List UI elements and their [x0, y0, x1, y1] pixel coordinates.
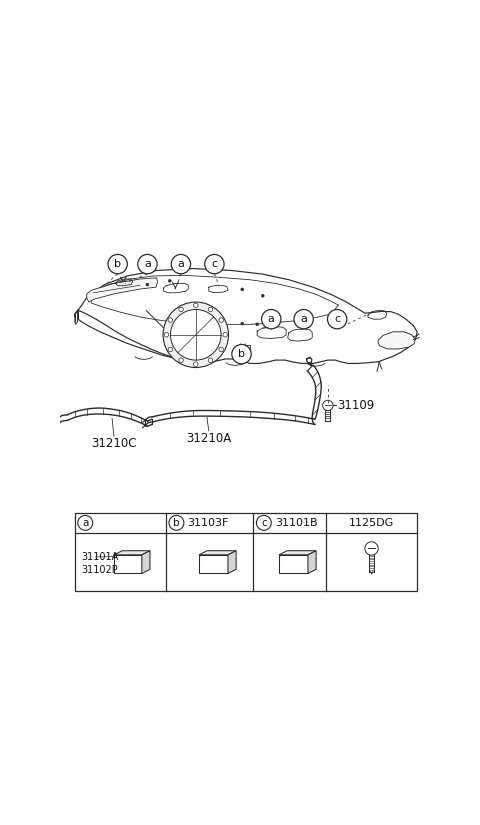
Polygon shape [142, 551, 150, 573]
Text: 31210A: 31210A [186, 431, 231, 445]
Circle shape [241, 288, 244, 291]
Text: 31103F: 31103F [188, 518, 229, 528]
Text: 31210C: 31210C [91, 437, 137, 450]
Text: 31101A
31102P: 31101A 31102P [82, 553, 119, 575]
Circle shape [294, 309, 313, 329]
Circle shape [323, 400, 333, 411]
Polygon shape [308, 551, 316, 573]
Text: a: a [82, 518, 88, 528]
Polygon shape [75, 313, 78, 324]
Text: c: c [261, 518, 267, 528]
Circle shape [262, 309, 281, 329]
Polygon shape [279, 555, 308, 573]
Circle shape [219, 318, 224, 323]
Text: a: a [300, 314, 307, 324]
Circle shape [168, 347, 173, 351]
Polygon shape [114, 551, 150, 555]
Circle shape [208, 358, 213, 362]
Circle shape [307, 358, 312, 363]
Circle shape [108, 254, 127, 274]
Circle shape [138, 254, 157, 274]
Polygon shape [75, 269, 417, 364]
Circle shape [146, 283, 149, 286]
Text: b: b [114, 259, 121, 269]
Polygon shape [114, 555, 142, 573]
Text: 1125DG: 1125DG [349, 518, 394, 528]
Circle shape [271, 324, 274, 327]
Text: 31101B: 31101B [275, 518, 318, 528]
Circle shape [256, 516, 271, 530]
Circle shape [168, 318, 173, 323]
Text: b: b [173, 518, 180, 528]
Text: a: a [178, 259, 184, 269]
Text: c: c [334, 314, 340, 324]
Circle shape [204, 254, 224, 274]
Polygon shape [228, 551, 236, 573]
Circle shape [193, 362, 198, 366]
Circle shape [169, 516, 184, 530]
Circle shape [168, 280, 171, 282]
Text: c: c [211, 259, 217, 269]
Circle shape [193, 303, 198, 308]
Text: a: a [144, 259, 151, 269]
Polygon shape [199, 555, 228, 573]
Circle shape [219, 347, 224, 351]
Circle shape [163, 302, 228, 367]
Polygon shape [87, 278, 157, 302]
Circle shape [171, 254, 191, 274]
Text: 31109: 31109 [337, 399, 374, 412]
Text: b: b [238, 349, 245, 359]
Circle shape [241, 322, 244, 325]
Circle shape [365, 542, 378, 555]
Polygon shape [378, 332, 415, 349]
Circle shape [179, 358, 183, 362]
Circle shape [223, 332, 228, 337]
Circle shape [232, 345, 251, 364]
Circle shape [208, 307, 213, 312]
Circle shape [327, 309, 347, 329]
Circle shape [170, 309, 221, 360]
Circle shape [78, 516, 93, 530]
Circle shape [164, 332, 168, 337]
Circle shape [256, 323, 259, 326]
Circle shape [261, 295, 264, 297]
Circle shape [179, 307, 183, 312]
Bar [75, 512, 417, 592]
Polygon shape [279, 551, 316, 555]
Text: a: a [268, 314, 275, 324]
Polygon shape [199, 551, 236, 555]
